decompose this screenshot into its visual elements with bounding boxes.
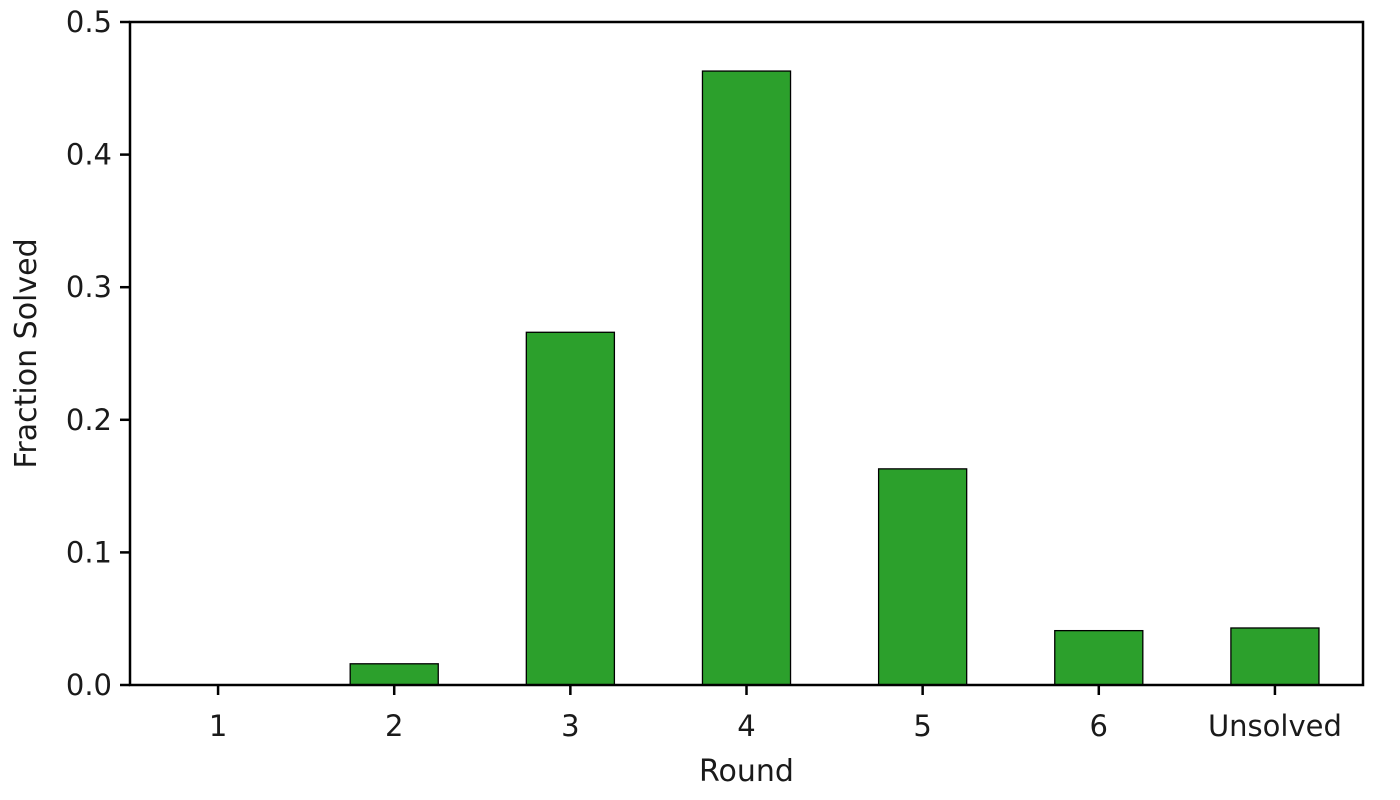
bar-unsolved bbox=[1230, 627, 1320, 686]
y-tick-label: 0.3 bbox=[66, 270, 112, 304]
x-axis-title: Round bbox=[699, 754, 794, 789]
bars-group bbox=[349, 70, 1320, 686]
y-axis: 0.0 0.1 0.2 0.3 0.4 0.5 bbox=[66, 5, 130, 702]
x-tick-label: 2 bbox=[385, 709, 403, 743]
x-tick-label: 6 bbox=[1090, 709, 1108, 743]
x-tick-label: 1 bbox=[209, 709, 227, 743]
bar-6 bbox=[1054, 629, 1144, 686]
y-tick-label: 0.2 bbox=[66, 403, 112, 437]
bar-4 bbox=[701, 70, 792, 686]
bar-5 bbox=[877, 468, 968, 686]
x-tick-label: Unsolved bbox=[1208, 709, 1342, 743]
x-tick-label: 3 bbox=[561, 709, 579, 743]
bar-2 bbox=[349, 663, 439, 686]
y-tick-label: 0.4 bbox=[66, 138, 112, 172]
y-tick-label: 0.5 bbox=[66, 5, 112, 39]
bar-3 bbox=[525, 331, 616, 686]
x-tick-label: 4 bbox=[737, 709, 755, 743]
x-axis: 1 2 3 4 5 6 Unsolved bbox=[209, 685, 1342, 743]
y-tick-label: 0.0 bbox=[66, 668, 112, 702]
y-tick-label: 0.1 bbox=[66, 535, 112, 569]
y-axis-title: Fraction Solved bbox=[9, 238, 44, 468]
x-tick-label: 5 bbox=[913, 709, 931, 743]
